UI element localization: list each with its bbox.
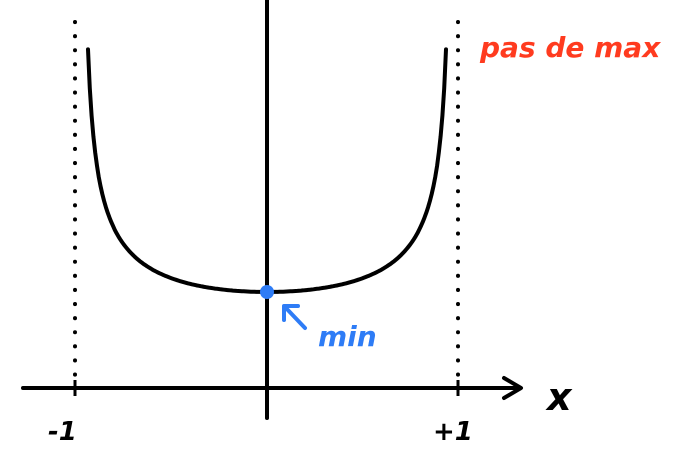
minimum-point (260, 285, 274, 299)
x-axis-label: x (545, 375, 573, 419)
minimum-label: min (318, 320, 377, 353)
arrow-up-left-icon (282, 304, 307, 330)
asymptote-left-label: -1 (48, 417, 77, 447)
asymptote-right-label: +1 (433, 417, 473, 447)
annotation-no-max: pas de max (479, 31, 661, 64)
arrow-right-icon (502, 376, 523, 400)
